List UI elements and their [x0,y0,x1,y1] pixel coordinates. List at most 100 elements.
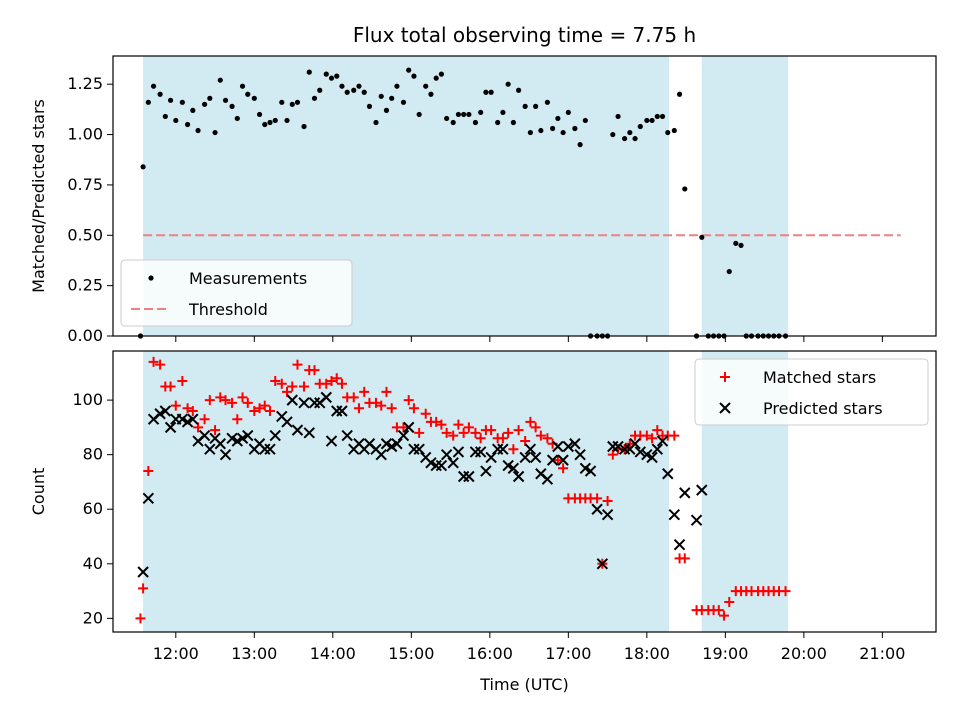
measurements-point [201,101,208,107]
measurements-point [466,111,472,118]
matched-stars-point [542,433,553,444]
matched-stars-point [265,406,276,417]
matched-stars-point [381,386,392,397]
matched-stars-point [270,376,281,387]
predicted-stars-point [629,438,641,450]
measurements-point [366,103,373,109]
measurements-point [184,121,191,128]
matched-stars-point [254,403,265,414]
measurements-point [428,91,434,97]
predicted-stars-point [413,443,425,455]
measurements-point [433,75,439,81]
measurements-point [488,89,494,95]
measurements-point [356,83,362,89]
predicted-stars-point [529,451,542,464]
x-tick-label: 20:00 [781,644,827,663]
matched-stars-point [386,403,397,414]
matched-stars-point [431,416,442,427]
matched-stars-point [624,438,635,449]
matched-stars-point [370,397,381,408]
predicted-stars-point [612,440,624,453]
matched-stars-point [376,400,387,411]
measurements-point [533,103,539,109]
predicted-stars-point [574,448,586,461]
axes-frame [112,55,937,337]
predicted-stars-point [269,429,281,442]
measurements-point [145,99,151,105]
matched-stars-point [679,553,690,564]
measurements-point [555,115,561,122]
measurements-point [676,91,683,97]
matched-stars-point [441,427,452,438]
measurements-point [179,99,185,105]
measurements-point [654,113,660,120]
predicted-stars-point [308,397,321,409]
matched-stars-point [470,427,481,438]
measurements-point [361,89,367,95]
bottom-panel: 20 40 60 80 100 12:00 13:00 14:00 15:00 16:00 17:0… [29,350,937,663]
matched-stars-point [475,433,486,444]
predicted-stars-point [259,443,271,455]
measurements-point [389,95,395,101]
measurements-point [438,71,445,77]
measurements-point [450,119,456,126]
measurements-point [150,83,157,89]
predicted-stars-point [264,443,276,455]
predicted-stars-point [491,443,504,455]
measurements-point [289,101,295,107]
measurements-point [665,129,671,136]
measurements-point [383,107,390,113]
matched-stars-point [282,386,293,397]
matched-stars-point [414,427,425,438]
predicted-stars-point [159,405,172,417]
measurements-point [572,125,578,132]
predicted-stars-point [519,451,531,464]
matched-stars-point [259,400,270,411]
predicted-stars-point [325,435,338,447]
measurements-point [423,83,429,89]
measurements-point [627,129,633,136]
predicted-stars-point [651,443,664,455]
predicted-stars-point [402,421,415,434]
measurements-point [610,131,616,138]
predicted-stars-point [607,440,619,453]
predicted-stars-point [452,446,465,458]
legend-marker [148,275,154,281]
matched-stars-point [227,397,238,408]
measurements-point [140,164,146,170]
predicted-stars-point [569,438,581,450]
measurements-point [461,111,467,118]
matched-stars-point [287,381,298,392]
predicted-stars-point [214,438,226,450]
measurements-point [167,97,174,103]
measurements-point [726,268,732,275]
predicted-stars-point [435,459,448,472]
predicted-stars-point [320,391,332,404]
matched-stars-point [669,430,680,441]
measurements-point [317,87,323,93]
y-tick-label: 60 [83,499,103,518]
measurements-point [301,123,307,130]
x-tick-label: 14:00 [310,644,356,663]
axes-frame [112,350,937,633]
matched-stars-point [398,422,409,433]
legend-box [120,259,353,327]
matched-stars-point [187,406,198,417]
measurements-point [239,83,246,89]
legend-label: Measurements [189,269,307,288]
measurements-point [659,113,666,120]
predicted-stars-point [336,405,348,417]
predicted-stars-point [397,429,410,442]
predicted-stars-point [298,397,310,409]
measurements-point [483,89,489,95]
measurements-point [162,113,168,120]
measurements-point [284,117,290,124]
predicted-stars-point [591,503,603,515]
measurements-point [328,75,335,81]
predicted-stars-point [430,459,442,472]
matched-stars-point [249,406,260,417]
matched-stars-point [292,359,303,370]
measurements-point [190,107,196,113]
predicted-stars-point [286,394,298,406]
matched-stars-point [497,433,508,444]
